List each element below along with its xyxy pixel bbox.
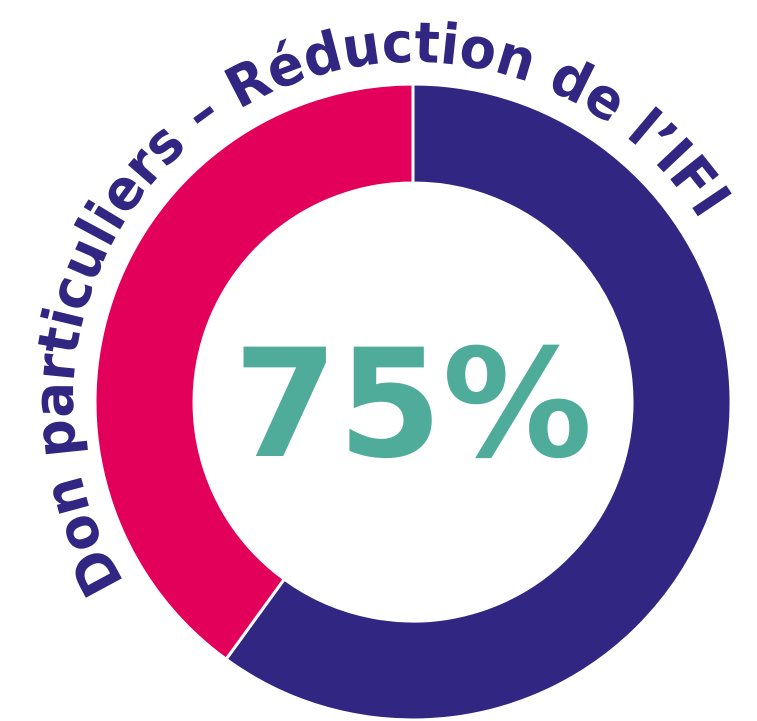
donut-segment <box>93 82 415 662</box>
donut-segment <box>223 82 733 721</box>
donut <box>93 82 733 721</box>
center-label: 75% <box>233 318 592 492</box>
